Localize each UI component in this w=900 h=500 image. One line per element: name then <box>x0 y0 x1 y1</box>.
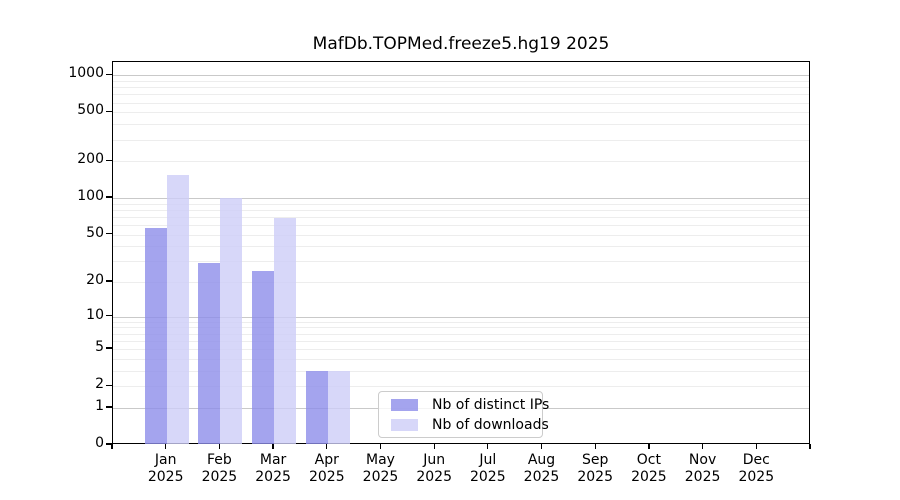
y-tick <box>106 196 112 198</box>
gridline-minor <box>113 102 809 104</box>
x-tick <box>165 444 167 449</box>
x-tick-label: Apr 2025 <box>308 452 345 485</box>
y-tick <box>106 384 112 386</box>
x-tick <box>809 444 811 449</box>
legend-label-downloads: Nb of downloads <box>432 416 549 433</box>
gridline-minor <box>113 386 809 388</box>
legend-entry-downloads: Nb of downloads <box>387 417 549 433</box>
gridline-minor <box>113 327 809 329</box>
gridline-minor <box>113 261 809 263</box>
y-tick-label: 2 <box>95 376 104 393</box>
gridline-minor <box>113 87 809 89</box>
x-tick <box>326 444 328 449</box>
gridline-minor <box>113 234 809 236</box>
distinct-ips-swatch <box>391 398 418 411</box>
x-tick-label: Nov 2025 <box>684 452 721 485</box>
x-tick <box>648 444 650 449</box>
y-tick <box>106 73 112 75</box>
x-tick <box>540 444 543 449</box>
gridline-minor <box>113 349 809 351</box>
x-tick-label: Dec 2025 <box>738 452 775 485</box>
downloads-swatch <box>391 418 418 431</box>
x-tick-label: Aug 2025 <box>523 452 560 485</box>
bar-distinct-ips-mar <box>252 270 275 444</box>
y-tick <box>106 110 112 112</box>
gridline-minor <box>113 333 809 335</box>
x-tick-label: Sep 2025 <box>577 452 613 485</box>
y-tick <box>106 347 112 349</box>
gridline-minor <box>113 225 809 226</box>
x-tick <box>755 444 757 449</box>
x-tick <box>218 444 221 449</box>
gridline-minor <box>113 112 809 114</box>
gridline-minor <box>113 340 809 342</box>
x-tick <box>701 444 704 449</box>
gridline-minor <box>113 203 809 205</box>
bar-downloads-feb <box>220 198 243 444</box>
gridline-minor <box>113 216 809 218</box>
bar-downloads-mar <box>274 218 297 444</box>
gridline-major <box>113 316 809 318</box>
x-tick-label: Jun 2025 <box>416 452 452 485</box>
x-tick-label: Jul 2025 <box>469 452 506 485</box>
gridline-minor <box>113 246 809 248</box>
x-tick <box>594 444 596 449</box>
gridline-minor <box>113 321 809 323</box>
legend: Nb of distinct IPs Nb of downloads <box>378 391 549 438</box>
bar-distinct-ips-feb <box>198 263 221 444</box>
x-tick-label: Jan 2025 <box>147 452 184 485</box>
y-tick-label: 100 <box>77 188 104 204</box>
y-tick-label: 1000 <box>68 65 104 82</box>
y-tick <box>106 443 112 445</box>
gridline-major <box>113 198 809 199</box>
x-tick-label: Oct 2025 <box>631 452 667 485</box>
y-tick-label: 10 <box>86 306 104 323</box>
gridline-minor <box>113 358 809 360</box>
y-tick <box>106 280 112 282</box>
x-tick <box>433 444 435 449</box>
y-tick <box>106 159 112 161</box>
gridline-minor <box>113 161 809 163</box>
y-tick <box>106 315 112 317</box>
gridline-minor <box>113 80 809 82</box>
y-tick-label: 0 <box>95 435 104 451</box>
gridline-minor <box>113 282 809 284</box>
y-tick-label: 50 <box>86 224 104 241</box>
x-tick-label: Mar 2025 <box>255 452 291 485</box>
y-tick-label: 5 <box>95 339 104 356</box>
chart-title: MafDb.TOPMed.freeze5.hg19 2025 <box>312 34 610 54</box>
y-tick-label: 20 <box>86 272 104 289</box>
y-tick <box>106 232 112 235</box>
gridline-minor <box>113 370 809 372</box>
x-tick <box>111 444 113 449</box>
bar-downloads-jan <box>166 174 189 444</box>
bar-distinct-ips-jan <box>144 227 167 444</box>
x-tick-label: May 2025 <box>362 452 399 485</box>
y-tick-label: 1 <box>95 397 104 414</box>
gridline-major <box>113 75 809 77</box>
y-tick <box>106 406 112 408</box>
x-tick <box>487 444 489 449</box>
plot-area <box>112 61 810 444</box>
x-tick <box>272 444 274 449</box>
bar-downloads-apr <box>327 370 350 444</box>
bar-distinct-ips-apr <box>305 370 328 444</box>
y-tick-label: 500 <box>77 102 104 119</box>
gridline-minor <box>113 139 809 141</box>
x-tick-label: Feb 2025 <box>201 452 238 485</box>
x-tick <box>379 444 382 449</box>
gridline-minor <box>113 124 809 126</box>
gridline-minor <box>113 94 809 96</box>
gridline-minor <box>113 209 809 211</box>
y-tick-label: 200 <box>77 151 104 168</box>
legend-entry-distinct-ips: Nb of distinct IPs <box>387 397 549 413</box>
legend-label-distinct-ips: Nb of distinct IPs <box>432 396 550 413</box>
